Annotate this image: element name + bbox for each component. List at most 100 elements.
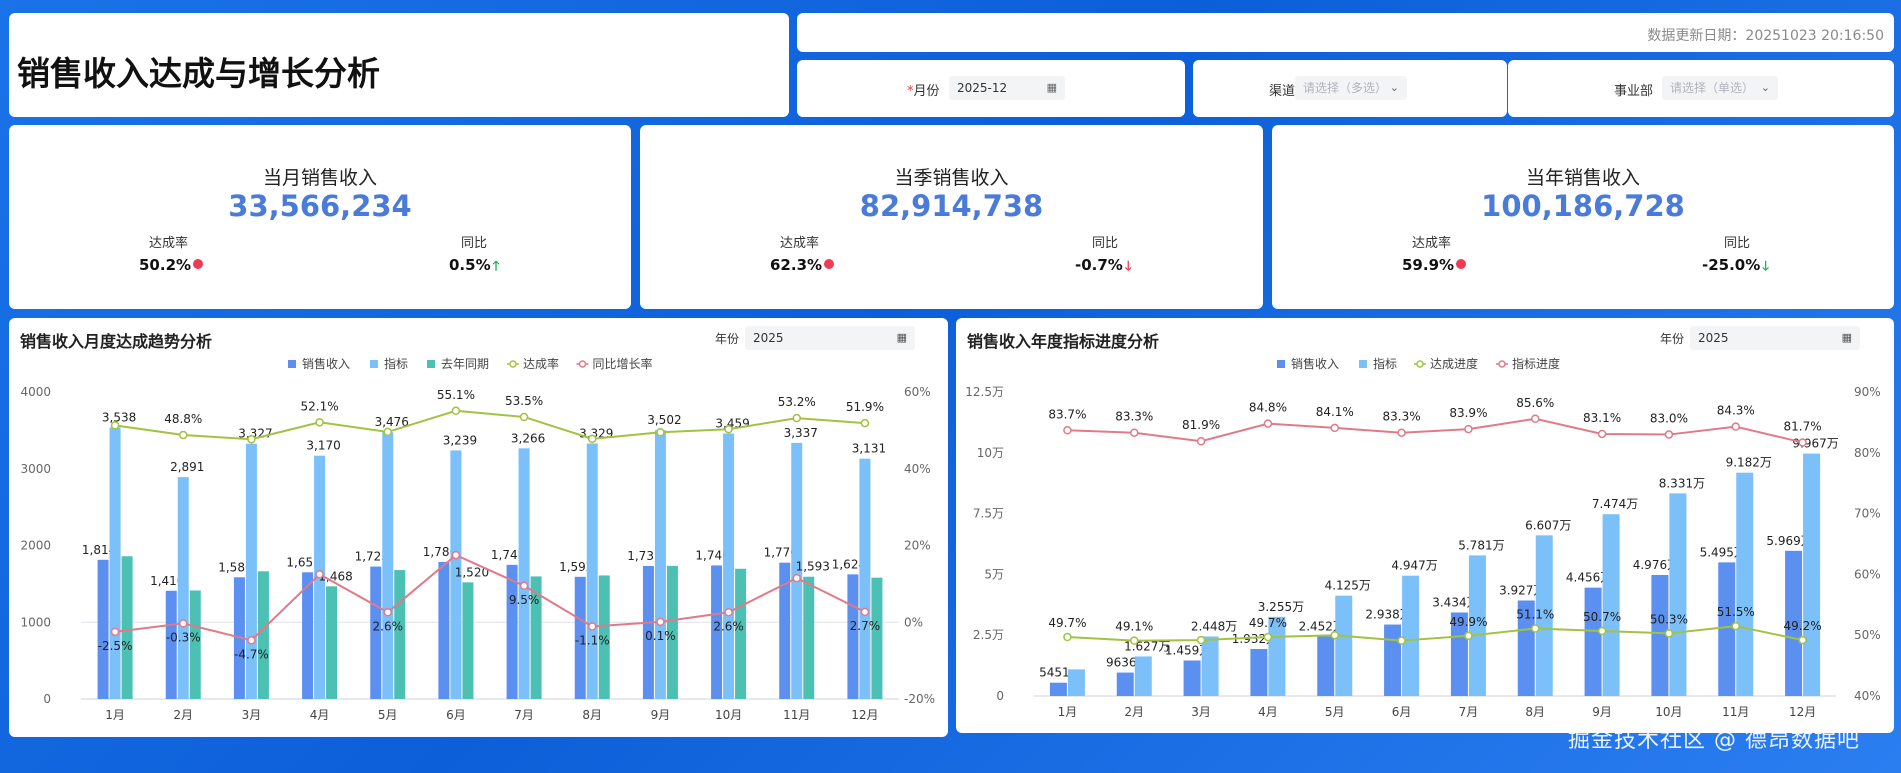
line-point <box>1731 621 1740 631</box>
line-point <box>1330 423 1339 433</box>
line-point <box>110 627 120 637</box>
bar-data-label: 1,410 <box>150 574 184 588</box>
bar <box>1116 672 1134 696</box>
line-point <box>860 418 870 428</box>
line-data-label: 50.3% <box>1650 612 1688 626</box>
legend-entry: 去年同期 <box>441 357 489 371</box>
line-point <box>1397 636 1406 645</box>
rate-label: 达成率 <box>149 236 189 251</box>
legend-swatch <box>427 360 435 368</box>
legend-entry: 指标 <box>384 356 408 371</box>
series-line <box>1067 625 1803 642</box>
line-data-label: 51.9% <box>846 400 884 414</box>
bar <box>1134 656 1152 696</box>
line-point <box>860 607 870 617</box>
bar-data-label: 1,624 <box>832 557 866 571</box>
line-point <box>315 570 324 579</box>
monthly-trend-chart: 销售收入 指标 去年同期 达成率 同比增长率 4000 3000 2000 1000 0 60% 40… <box>20 356 935 722</box>
page-title: 销售收入达成与增长分析 <box>17 54 380 93</box>
line-data-label: 83.9% <box>1449 406 1487 420</box>
line-point <box>1196 436 1206 446</box>
bar-data-label: 4.947万 <box>1391 559 1437 573</box>
line-data-label: 51.1% <box>1516 608 1554 622</box>
bar <box>1067 669 1085 696</box>
bar <box>518 448 530 699</box>
chevron-down-icon: ⌄ <box>1389 81 1399 94</box>
line-point <box>1130 636 1139 645</box>
line-point <box>1263 632 1273 642</box>
y-left-tick-label: 7.5万 <box>973 507 1004 521</box>
channel-select[interactable]: 请选择（多选） ⌄ <box>1295 76 1407 100</box>
x-tick-label: 8月 <box>582 708 602 722</box>
rate-label: 达成率 <box>780 236 820 251</box>
division-select[interactable]: 请选择（单选） ⌄ <box>1662 76 1778 100</box>
rate-label: 达成率 <box>1412 236 1452 251</box>
bar <box>859 458 871 699</box>
bar-data-label: 1,520 <box>455 565 489 579</box>
arrow-up-icon: 🡑 <box>492 259 500 274</box>
y-left-tick-label: 2.5万 <box>973 628 1004 642</box>
bar <box>189 590 201 699</box>
y-right-tick-label: 80% <box>1854 446 1881 460</box>
bar <box>1718 562 1736 696</box>
bar-data-label: 3,476 <box>375 415 409 429</box>
line-data-label: 85.6% <box>1516 396 1554 410</box>
y-left-tick-label: 12.5万 <box>965 385 1004 399</box>
legend-entry: 同比增长率 <box>593 356 653 371</box>
line-point <box>1263 419 1273 428</box>
bar <box>1651 574 1669 696</box>
line-point <box>1731 422 1740 431</box>
line-point <box>519 581 529 591</box>
bar <box>803 576 815 699</box>
division-filter: 事业部 请选择（单选） ⌄ <box>1508 60 1894 117</box>
line-data-label: 49.7% <box>1249 616 1287 630</box>
legend-marker <box>1416 360 1424 368</box>
legend-entry: 指标进度 <box>1512 356 1560 371</box>
bar-data-label: 4.976万 <box>1633 558 1679 572</box>
line-data-label: 53.2% <box>778 395 816 409</box>
line-point <box>1063 426 1072 435</box>
line-data-label: 53.5% <box>505 394 543 408</box>
bar <box>1335 595 1353 696</box>
line-data-label: 84.3% <box>1717 404 1755 418</box>
bar-data-label: 2.452万 <box>1299 619 1345 633</box>
bar-data-label: 1,814 <box>82 543 116 557</box>
x-tick-label: 4月 <box>310 708 330 722</box>
bar <box>370 566 382 699</box>
chart-title: 销售收入月度达成趋势分析 <box>20 332 213 351</box>
bar-data-label: 5451 <box>1039 666 1070 680</box>
update-time: 数据更新日期：20251023 20:16:50 <box>1647 28 1884 44</box>
line-point <box>383 427 392 437</box>
x-tick-label: 9月 <box>651 708 671 722</box>
line-data-label: 83.7% <box>1048 407 1086 421</box>
x-tick-label: 10月 <box>715 708 742 722</box>
yoy-value: -0.7% 🡓 <box>1075 256 1132 274</box>
bar-data-label: 1,586 <box>218 560 252 574</box>
line-point <box>1597 626 1607 636</box>
month-picker[interactable]: 2025-12 ▦ <box>949 76 1065 100</box>
line-data-label: -1.1% <box>575 633 610 647</box>
year-picker[interactable]: 2025 ▦ <box>1690 326 1860 350</box>
line-point <box>179 619 188 628</box>
line-point <box>1664 629 1674 638</box>
rate-value: 62.3% <box>770 256 835 274</box>
y-right-tick-label: 90% <box>1854 385 1881 399</box>
legend-swatch <box>1359 360 1367 368</box>
bar <box>598 575 610 699</box>
bar <box>1317 636 1335 696</box>
x-tick-label: 3月 <box>242 708 262 722</box>
line-point <box>588 622 597 631</box>
bar <box>382 432 394 699</box>
year-picker[interactable]: 2025 ▦ <box>745 326 915 350</box>
line-data-label: 55.1% <box>437 388 475 402</box>
x-tick-label: 2月 <box>1124 705 1144 719</box>
channel-filter: 渠道 请选择（多选） ⌄ <box>1193 60 1507 117</box>
line-data-label: 83.1% <box>1583 411 1621 425</box>
legend-entry: 指标 <box>1373 356 1397 371</box>
line-point <box>656 428 665 437</box>
line-point <box>1196 635 1206 645</box>
x-tick-label: 9月 <box>1592 705 1612 719</box>
x-tick-label: 10月 <box>1655 705 1682 719</box>
bar-data-label: 1,592 <box>559 560 593 574</box>
line-data-label: 84.8% <box>1249 401 1287 415</box>
